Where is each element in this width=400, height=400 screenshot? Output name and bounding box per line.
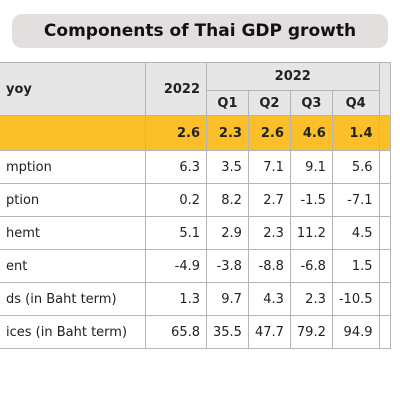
cell-value: 4.3 — [247, 282, 291, 316]
table-row: ent -4.9 -3.8 -8.8 -6.8 1.5 — [0, 249, 391, 283]
extra-col — [378, 249, 391, 283]
row-label: ds (in Baht term) — [0, 282, 146, 316]
cell-value: -4.9 — [145, 249, 207, 283]
row-label — [0, 115, 146, 151]
cell-value: 2.9 — [206, 216, 249, 250]
extra-col — [378, 115, 391, 151]
quarter-group-header: 2022 — [206, 62, 380, 91]
cell-value: -7.1 — [331, 183, 380, 217]
cell-value: 35.5 — [206, 315, 249, 349]
cell-value: 2.3 — [247, 216, 291, 250]
cell-value: 2.6 — [145, 115, 207, 151]
quarter-header: Q1 — [206, 90, 249, 116]
cell-value: 4.6 — [289, 115, 333, 151]
gdp-table: yoy 2022 2022 Q1 Q2 Q3 Q4 2.6 2.3 2.6 4.6 1.4 mption… — [0, 62, 391, 349]
extra-col — [378, 315, 391, 349]
cell-value: 47.7 — [247, 315, 291, 349]
row-label: ent — [0, 249, 146, 283]
cell-value: 94.9 — [331, 315, 380, 349]
cell-value: 9.1 — [289, 150, 333, 184]
cell-value: 0.2 — [145, 183, 207, 217]
cell-value: 65.8 — [145, 315, 207, 349]
cell-value: 5.1 — [145, 216, 207, 250]
table-row: mption 6.3 3.5 7.1 9.1 5.6 — [0, 150, 391, 184]
cell-value: 4.5 — [331, 216, 380, 250]
cell-value: 79.2 — [289, 315, 333, 349]
extra-col — [378, 150, 391, 184]
cell-value: 2.6 — [247, 115, 291, 151]
cell-value: 9.7 — [206, 282, 249, 316]
cell-value: 11.2 — [289, 216, 333, 250]
cell-value: -6.8 — [289, 249, 333, 283]
title: Components of Thai GDP growth — [12, 14, 388, 48]
extra-col — [378, 62, 391, 116]
annual-header: 2022 — [145, 62, 207, 116]
table-row: ices (in Baht term) 65.8 35.5 47.7 79.2 94.9 — [0, 315, 391, 349]
cell-value: 2.3 — [206, 115, 249, 151]
table-row: 2.6 2.3 2.6 4.6 1.4 — [0, 115, 391, 151]
cell-value: -8.8 — [247, 249, 291, 283]
cell-value: 3.5 — [206, 150, 249, 184]
cell-value: 6.3 — [145, 150, 207, 184]
row-label: ption — [0, 183, 146, 217]
cell-value: 7.1 — [247, 150, 291, 184]
row-label: ices (in Baht term) — [0, 315, 146, 349]
cell-value: -1.5 — [289, 183, 333, 217]
table-row: ds (in Baht term) 1.3 9.7 4.3 2.3 -10.5 — [0, 282, 391, 316]
extra-col — [378, 216, 391, 250]
cell-value: -10.5 — [331, 282, 380, 316]
cell-value: 1.3 — [145, 282, 207, 316]
table-row: ption 0.2 8.2 2.7 -1.5 -7.1 — [0, 183, 391, 217]
cell-value: 2.7 — [247, 183, 291, 217]
extra-col — [378, 183, 391, 217]
row-label-header: yoy — [0, 62, 146, 116]
extra-col — [378, 282, 391, 316]
cell-value: 1.4 — [331, 115, 380, 151]
row-label: hemt — [0, 216, 146, 250]
quarter-header: Q2 — [247, 90, 291, 116]
table-row: hemt 5.1 2.9 2.3 11.2 4.5 — [0, 216, 391, 250]
cell-value: -3.8 — [206, 249, 249, 283]
quarter-header: Q4 — [331, 90, 380, 116]
cell-value: 2.3 — [289, 282, 333, 316]
header-row: Q1 Q2 Q3 Q4 — [0, 90, 390, 116]
quarter-header: Q3 — [289, 90, 333, 116]
row-label: mption — [0, 150, 146, 184]
header-row: yoy 2022 2022 — [0, 62, 391, 116]
cell-value: 5.6 — [331, 150, 380, 184]
cell-value: 8.2 — [206, 183, 249, 217]
cell-value: 1.5 — [331, 249, 380, 283]
